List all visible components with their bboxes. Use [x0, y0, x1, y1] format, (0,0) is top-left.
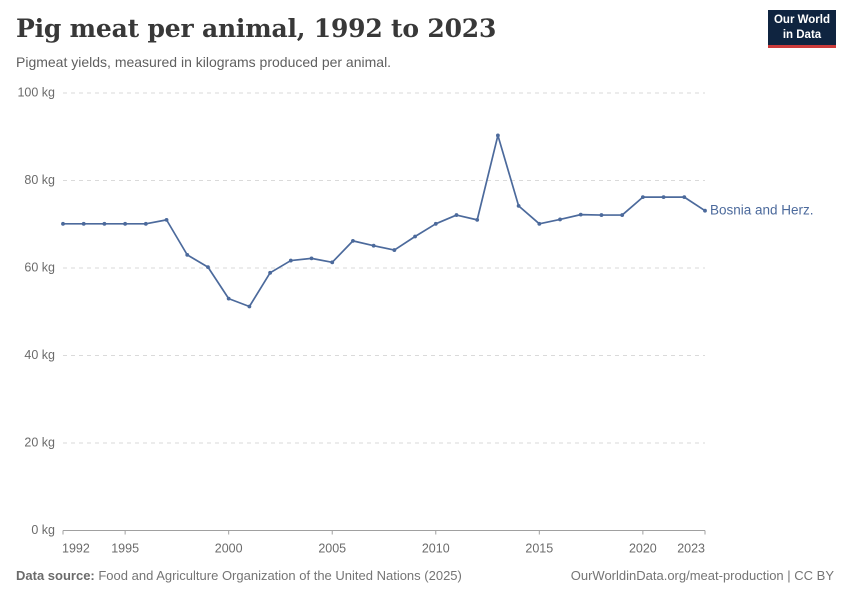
y-tick-label: 80 kg	[24, 173, 55, 187]
x-tick-label: 1992	[62, 542, 90, 556]
data-point	[309, 256, 314, 261]
data-point	[288, 258, 293, 263]
x-tick-label: 2020	[629, 542, 657, 556]
data-point	[268, 270, 272, 275]
license-credit: OurWorldinData.org/meat-production | CC …	[570, 568, 834, 583]
data-point	[433, 221, 438, 226]
y-axis-labels: 0 kg 20 kg 40 kg 60 kg 80 kg 100 kg	[17, 85, 55, 537]
y-tick-label: 0 kg	[31, 523, 55, 537]
data-point	[578, 212, 583, 217]
data-point	[599, 213, 604, 217]
data-point	[475, 217, 480, 222]
x-tick-label: 2015	[525, 542, 553, 556]
data-point	[206, 265, 210, 270]
data-point	[413, 234, 417, 239]
data-point	[392, 248, 397, 252]
y-tick-label: 20 kg	[24, 435, 55, 449]
data-point	[61, 221, 65, 226]
data-point	[185, 252, 190, 257]
x-axis: 1992 1995 2000 2005 2010 2015 2020 2023	[62, 530, 706, 556]
data-point	[620, 213, 625, 217]
owid-logo: Our World in Data	[768, 10, 836, 48]
data-point	[516, 203, 521, 208]
gridlines	[63, 92, 705, 444]
x-tick-label: 2000	[215, 542, 243, 556]
data-point	[454, 213, 459, 217]
data-point	[703, 208, 707, 213]
data-point	[351, 238, 355, 243]
data-point	[102, 221, 107, 226]
data-point	[143, 221, 148, 226]
x-tick-label: 2005	[318, 542, 346, 556]
data-source: Data source: Food and Agriculture Organi…	[16, 568, 462, 583]
logo-text-line1: Our World	[773, 14, 830, 27]
y-tick-label: 60 kg	[24, 260, 55, 274]
data-point	[661, 195, 666, 200]
data-source-text: Food and Agriculture Organization of the…	[94, 568, 462, 583]
data-point	[247, 304, 252, 309]
series-Bosnia and Herz.: Bosnia and Herz.	[61, 133, 814, 309]
chart-title: Pig meat per animal, 1992 to 2023	[16, 14, 497, 43]
data-point	[330, 260, 335, 265]
y-tick-label: 100 kg	[17, 85, 55, 99]
series-line	[62, 134, 706, 308]
chart-footer: Data source: Food and Agriculture Organi…	[16, 568, 834, 583]
data-point	[682, 195, 687, 200]
x-tick-label: 1995	[111, 542, 139, 556]
data-source-label: Data source:	[16, 568, 95, 583]
chart-subtitle: Pigmeat yields, measured in kilograms pr…	[16, 54, 392, 70]
data-point	[371, 243, 376, 248]
data-point	[226, 296, 231, 301]
data-point	[123, 221, 128, 226]
logo-text-line2: in Data	[782, 28, 822, 41]
series-label: Bosnia and Herz.	[710, 202, 814, 217]
x-tick-label: 2023	[677, 542, 705, 556]
data-point	[164, 217, 169, 222]
x-tick-label: 2010	[422, 542, 450, 556]
y-tick-label: 40 kg	[24, 348, 55, 362]
data-point	[558, 217, 562, 222]
data-point	[537, 221, 542, 226]
data-point	[640, 195, 645, 200]
data-point	[81, 221, 86, 226]
data-point	[496, 133, 500, 138]
